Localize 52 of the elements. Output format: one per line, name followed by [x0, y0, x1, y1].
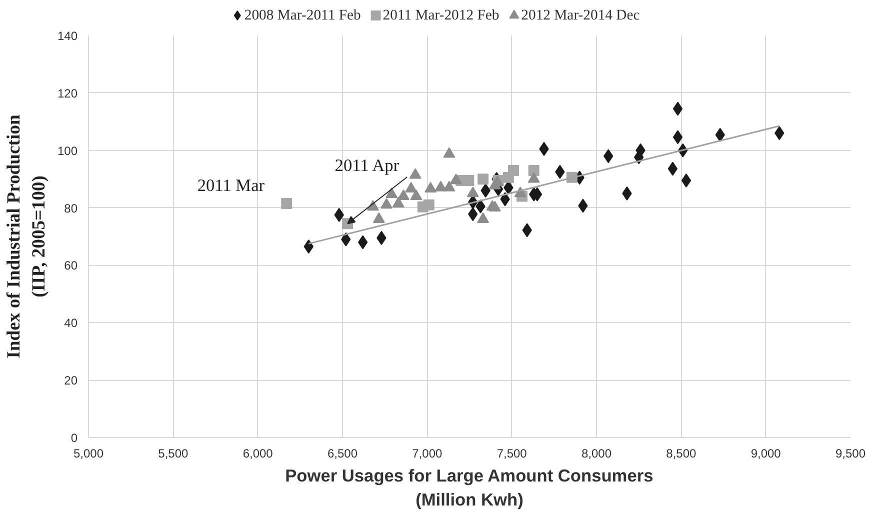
x-tick-label: 6,500 [327, 446, 358, 460]
point [466, 186, 479, 198]
point [477, 212, 490, 223]
y-tick-label: 0 [70, 431, 78, 445]
point [450, 174, 462, 184]
x-tick-label: 7,000 [412, 446, 443, 460]
point [488, 200, 501, 212]
point [392, 196, 404, 208]
x-tick-label: 7,500 [496, 446, 528, 460]
point [443, 147, 456, 158]
point [409, 168, 422, 179]
point [405, 182, 418, 193]
y-tick-label: 80 [64, 201, 78, 216]
point [380, 198, 393, 209]
y-tick-label: 100 [57, 144, 78, 158]
x-tick-label: 5,000 [73, 446, 104, 460]
legend-label: 2008 Mar-2011 Feb [244, 8, 361, 24]
point [410, 189, 422, 200]
point [397, 189, 410, 200]
x-axis-title: Power Usages for Large Amount Consumers (Million Kwh) [285, 466, 654, 510]
x-tick-label: 9,500 [835, 446, 866, 460]
point [443, 180, 456, 192]
annotation: 2011 Mar [197, 176, 265, 196]
x-tick-label: 5,500 [158, 446, 189, 460]
point [528, 164, 540, 176]
point [508, 164, 520, 176]
x-tick-label: 8,000 [581, 446, 612, 460]
y-tick-label: 60 [64, 258, 78, 273]
point [423, 199, 434, 210]
x-tick-label: 9,000 [750, 446, 782, 460]
point [528, 172, 540, 183]
legend-label: 2012 Mar-2014 Dec [521, 8, 640, 24]
y-axis-title: Index of Industrial Production (IIP, 2005=100) [3, 114, 50, 358]
point [434, 180, 447, 192]
point [386, 187, 398, 198]
point [681, 174, 692, 188]
annotation: 2011 Apr [334, 156, 400, 175]
point [424, 182, 437, 193]
y-tick-label: 140 [57, 29, 78, 43]
x-tick-label: 6,000 [242, 446, 274, 460]
point [372, 212, 385, 223]
point [672, 130, 683, 144]
y-tick-label: 40 [64, 316, 78, 330]
point [478, 174, 489, 185]
point [668, 162, 678, 176]
point [672, 102, 683, 116]
x-tick-label: 8,500 [666, 446, 697, 460]
y-tick-label: 120 [57, 86, 78, 100]
y-tick-label: 20 [64, 374, 78, 388]
point [358, 235, 368, 250]
legend-label: 2011 Mar-2012 Feb [382, 8, 500, 24]
point [281, 198, 292, 209]
